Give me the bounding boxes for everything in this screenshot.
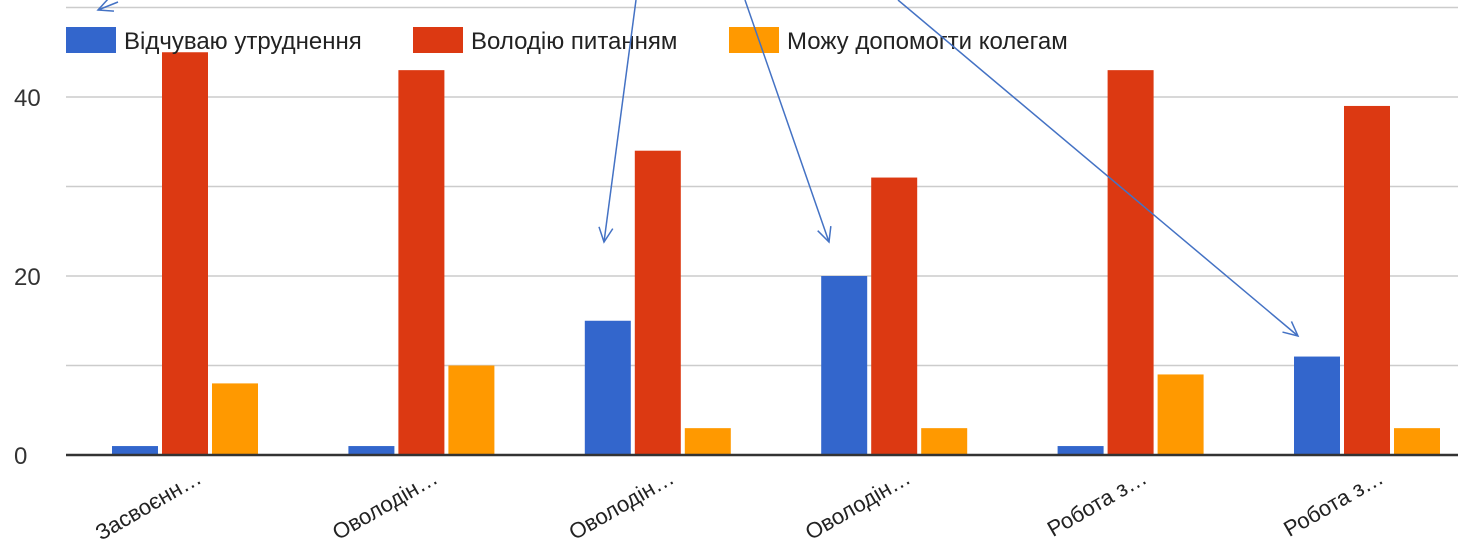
bar bbox=[348, 446, 395, 455]
bar bbox=[448, 365, 495, 455]
bar bbox=[684, 428, 731, 455]
bar bbox=[1057, 446, 1104, 455]
bar bbox=[921, 428, 968, 455]
annotation-arrow bbox=[97, 1, 119, 11]
bar bbox=[1394, 428, 1440, 455]
bar bbox=[821, 276, 868, 455]
bar bbox=[212, 383, 258, 455]
y-tick-label: 0 bbox=[14, 443, 27, 470]
legend-label: Відчуваю утруднення bbox=[124, 28, 362, 55]
bar bbox=[162, 52, 208, 455]
legend-swatch bbox=[413, 27, 463, 53]
bar bbox=[1344, 105, 1390, 455]
bar bbox=[871, 177, 918, 456]
bar bbox=[112, 446, 158, 455]
annotation-arrow bbox=[744, 0, 830, 243]
bar bbox=[1294, 356, 1340, 455]
legend-swatch bbox=[66, 27, 116, 53]
legend-swatch bbox=[729, 27, 779, 53]
x-tick-label: Засвоєнн… bbox=[91, 465, 205, 546]
legend-label: Можу допомогти колегам bbox=[787, 28, 1068, 55]
axis: 0 20 40 Засвоєнн… Оволодін… Оволодін… Оволодін… bbox=[14, 85, 1458, 545]
bar bbox=[1157, 374, 1204, 455]
x-tick-label: Робота з… bbox=[1279, 465, 1387, 542]
bar bbox=[398, 70, 445, 456]
gridlines bbox=[66, 6, 1458, 367]
legend: Відчуваю утруднення Володію питанням Можу … bbox=[66, 27, 1068, 55]
annotation-arrow bbox=[603, 0, 637, 243]
arrow-head bbox=[1282, 321, 1300, 338]
annotation-arrows bbox=[96, 0, 1300, 338]
annotation-arrow bbox=[897, 0, 1299, 337]
legend-label: Володію питанням bbox=[471, 28, 677, 55]
bar bbox=[634, 150, 681, 455]
y-tick-label: 40 bbox=[14, 85, 41, 112]
x-tick-label: Оволодін… bbox=[801, 465, 915, 545]
arrow-head bbox=[96, 0, 115, 12]
x-tick-label: Оволодін… bbox=[564, 465, 678, 545]
x-tick-label: Оволодін… bbox=[328, 465, 442, 545]
arrow-head bbox=[817, 226, 832, 244]
x-tick-label: Робота з… bbox=[1043, 465, 1151, 542]
y-tick-label: 20 bbox=[14, 264, 41, 291]
bar bbox=[1107, 70, 1154, 456]
bars bbox=[112, 52, 1440, 456]
bar bbox=[584, 320, 631, 455]
arrow-head bbox=[598, 226, 614, 244]
